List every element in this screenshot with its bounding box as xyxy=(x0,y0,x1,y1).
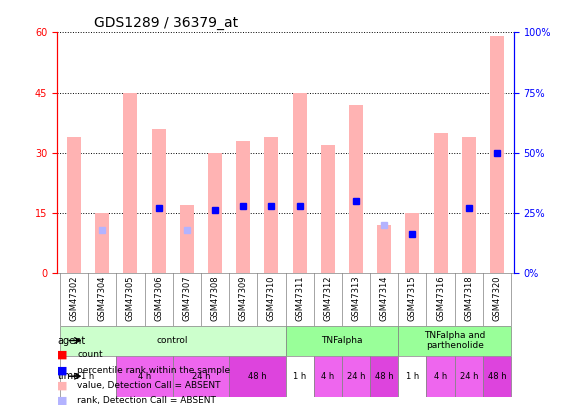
Text: agent: agent xyxy=(58,335,86,345)
Text: time: time xyxy=(58,371,80,381)
Text: GDS1289 / 36379_at: GDS1289 / 36379_at xyxy=(94,16,238,30)
Text: ■: ■ xyxy=(57,396,67,405)
Text: GSM47320: GSM47320 xyxy=(492,275,501,321)
FancyBboxPatch shape xyxy=(313,356,342,397)
Text: GSM47306: GSM47306 xyxy=(154,275,163,321)
Bar xyxy=(321,145,335,273)
Bar xyxy=(462,136,476,273)
FancyBboxPatch shape xyxy=(370,356,399,397)
FancyBboxPatch shape xyxy=(60,356,116,397)
Text: GSM47302: GSM47302 xyxy=(70,275,79,321)
Text: GSM47310: GSM47310 xyxy=(267,275,276,321)
Text: TNFalpha and
parthenolide: TNFalpha and parthenolide xyxy=(424,331,485,350)
FancyBboxPatch shape xyxy=(60,326,286,356)
Text: 4 h: 4 h xyxy=(321,372,335,381)
Text: GSM47309: GSM47309 xyxy=(239,275,248,321)
Text: 24 h: 24 h xyxy=(347,372,365,381)
Text: count: count xyxy=(77,350,103,359)
Text: GSM47307: GSM47307 xyxy=(182,275,191,321)
Text: percentile rank within the sample: percentile rank within the sample xyxy=(77,366,230,375)
Text: 24 h: 24 h xyxy=(192,372,210,381)
Bar xyxy=(67,136,81,273)
Text: GSM47315: GSM47315 xyxy=(408,275,417,321)
Text: 48 h: 48 h xyxy=(488,372,506,381)
FancyBboxPatch shape xyxy=(286,326,399,356)
Bar xyxy=(264,136,279,273)
Bar xyxy=(490,36,504,273)
Text: 1 h: 1 h xyxy=(406,372,419,381)
Text: GSM47314: GSM47314 xyxy=(380,275,389,321)
Bar xyxy=(180,205,194,273)
Text: rank, Detection Call = ABSENT: rank, Detection Call = ABSENT xyxy=(77,396,216,405)
Text: GSM47313: GSM47313 xyxy=(352,275,360,321)
Text: 4 h: 4 h xyxy=(138,372,151,381)
Bar xyxy=(292,92,307,273)
Text: 48 h: 48 h xyxy=(375,372,393,381)
Bar xyxy=(95,213,109,273)
Text: 24 h: 24 h xyxy=(460,372,478,381)
FancyBboxPatch shape xyxy=(399,356,427,397)
FancyBboxPatch shape xyxy=(342,356,370,397)
Text: control: control xyxy=(157,336,188,345)
Text: TNFalpha: TNFalpha xyxy=(321,336,363,345)
FancyBboxPatch shape xyxy=(286,356,313,397)
FancyBboxPatch shape xyxy=(483,356,511,397)
Bar xyxy=(208,153,222,273)
Text: GSM47311: GSM47311 xyxy=(295,275,304,321)
Text: GSM47305: GSM47305 xyxy=(126,275,135,321)
Text: 1 h: 1 h xyxy=(293,372,306,381)
Text: GSM47312: GSM47312 xyxy=(323,275,332,321)
Bar xyxy=(433,132,448,273)
Text: 48 h: 48 h xyxy=(248,372,267,381)
Text: GSM47316: GSM47316 xyxy=(436,275,445,321)
Text: 1 h: 1 h xyxy=(82,372,95,381)
Text: ■: ■ xyxy=(57,350,67,360)
FancyBboxPatch shape xyxy=(229,356,286,397)
Bar xyxy=(377,225,391,273)
Text: GSM47318: GSM47318 xyxy=(464,275,473,321)
Text: GSM47304: GSM47304 xyxy=(98,275,107,321)
Text: ■: ■ xyxy=(57,365,67,375)
Text: ■: ■ xyxy=(57,381,67,390)
Text: 4 h: 4 h xyxy=(434,372,447,381)
FancyBboxPatch shape xyxy=(427,356,455,397)
Text: value, Detection Call = ABSENT: value, Detection Call = ABSENT xyxy=(77,381,220,390)
Bar xyxy=(123,92,138,273)
Text: GSM47308: GSM47308 xyxy=(211,275,219,321)
Bar xyxy=(236,141,250,273)
Bar xyxy=(151,129,166,273)
FancyBboxPatch shape xyxy=(116,356,172,397)
Bar xyxy=(349,104,363,273)
FancyBboxPatch shape xyxy=(455,356,483,397)
Bar xyxy=(405,213,420,273)
FancyBboxPatch shape xyxy=(172,356,229,397)
FancyBboxPatch shape xyxy=(399,326,511,356)
